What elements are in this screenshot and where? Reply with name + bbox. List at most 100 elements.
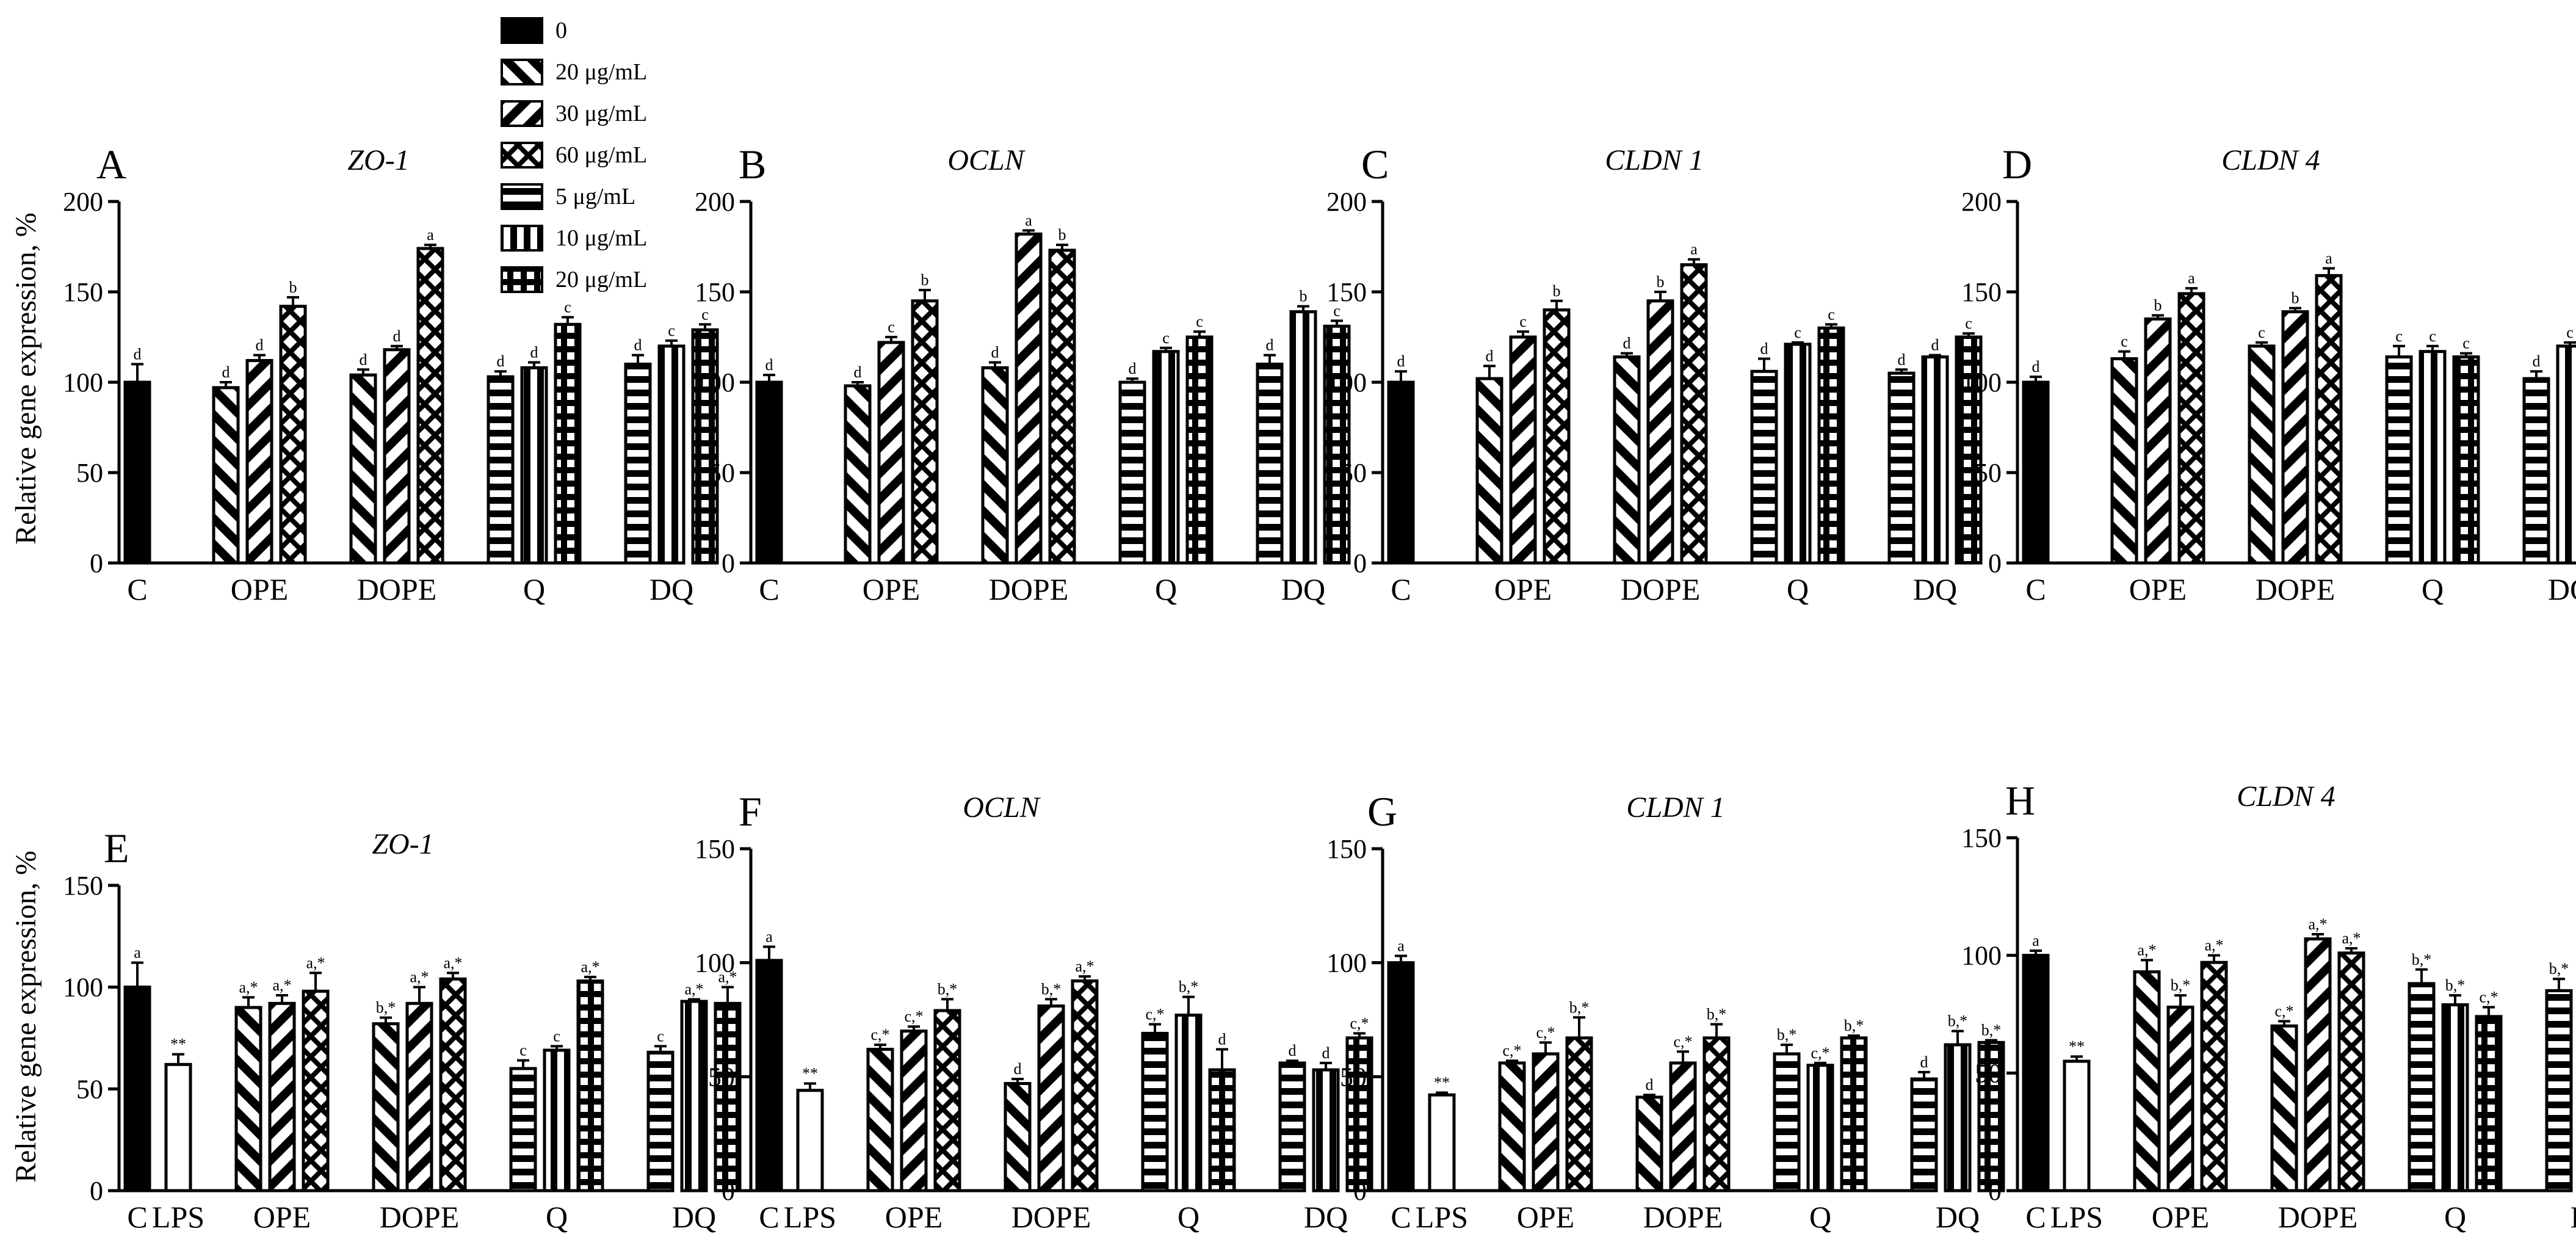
significance-label: b,*	[1844, 1017, 1864, 1034]
x-group-label: DQ	[649, 572, 693, 606]
y-tick-label: 0	[722, 548, 735, 578]
bar	[1565, 1036, 1593, 1192]
significance-label: a,*	[443, 954, 462, 971]
significance-label: a,*	[2308, 915, 2327, 933]
significance-label: a,*	[718, 968, 737, 986]
bar	[2452, 355, 2480, 565]
significance-label: b,*	[2445, 976, 2466, 994]
x-group-label: C	[759, 1200, 779, 1234]
bar	[1944, 1043, 1972, 1192]
significance-label: a	[2188, 269, 2195, 287]
panel-title: CLDN 1	[1605, 144, 1703, 176]
significance-label: c,*	[1350, 1014, 1369, 1032]
bar	[2281, 310, 2309, 565]
bar	[1680, 263, 1708, 565]
significance-label: c,*	[1811, 1044, 1829, 1062]
bar	[911, 299, 939, 565]
significance-label: b	[2154, 296, 2162, 314]
significance-label: a	[2325, 250, 2332, 267]
bar	[2110, 357, 2138, 565]
significance-label: a,*	[684, 981, 703, 998]
panel-letter: C	[1361, 141, 1389, 187]
significance-label: d	[530, 343, 538, 361]
x-group-label: C	[2025, 572, 2046, 606]
significance-label: b	[2292, 289, 2299, 307]
y-axis-label-bottom: Relative gene expression, %	[10, 851, 42, 1183]
x-group-label: DQ	[2571, 1200, 2576, 1234]
legend-swatch-1	[501, 59, 543, 85]
significance-label: b,*	[1981, 1022, 2002, 1039]
bar	[1004, 1082, 1032, 1192]
bar	[796, 1089, 824, 1192]
x-group-label: DOPE	[2256, 572, 2335, 606]
significance-label: d	[991, 343, 999, 361]
x-group-label: DOPE	[1621, 572, 1701, 606]
significance-label: b,*	[1948, 1012, 1968, 1030]
bar	[1428, 1093, 1456, 1192]
significance-label: a,*	[239, 978, 258, 996]
significance-label: c	[1196, 313, 1203, 330]
y-tick-label: 150	[63, 871, 103, 901]
significance-label: d	[497, 352, 505, 370]
bar	[755, 380, 783, 565]
significance-label: c	[2258, 324, 2265, 341]
bar	[2270, 1024, 2298, 1192]
bar	[755, 959, 783, 1192]
bar	[1921, 355, 1949, 565]
significance-label: a,*	[306, 954, 325, 971]
y-tick-label: 0	[1988, 1176, 2002, 1206]
bar	[1256, 362, 1284, 565]
bar	[981, 366, 1009, 565]
y-tick-label: 50	[1340, 1062, 1367, 1092]
legend-swatch-0	[501, 17, 543, 44]
bar	[657, 344, 686, 565]
x-group-label: DOPE	[1011, 1200, 1091, 1234]
y-tick-label: 100	[63, 368, 103, 397]
bar	[372, 1022, 400, 1192]
y-tick-label: 100	[1326, 368, 1367, 397]
x-group-label: C	[1391, 572, 1411, 606]
significance-label: c	[2462, 335, 2470, 352]
panel-H: H CLDN 4 0 50 100 150 a C ** LPS a,* b,* a,* OPE c,* a,…	[1961, 777, 2576, 1234]
significance-label: a	[765, 928, 773, 946]
bar	[900, 1029, 928, 1192]
significance-label: c	[1965, 314, 1972, 332]
significance-label: b	[289, 278, 297, 296]
significance-label: c,*	[2479, 988, 2498, 1006]
significance-label: d	[360, 350, 367, 368]
panel-A: A ZO-1 0 50 100 150 200 d Cd d b OPE d d a DOPE d d c Qd c c D…	[63, 141, 719, 606]
x-group-label: LPS	[1416, 1200, 1468, 1234]
significance-label: a	[1690, 241, 1698, 258]
bar	[543, 1048, 571, 1192]
legend-swatch-5	[501, 225, 543, 252]
y-tick-label: 50	[708, 1062, 735, 1092]
y-tick-label: 0	[1988, 548, 2002, 578]
bar	[1289, 310, 1317, 565]
bar	[646, 1050, 675, 1192]
legend-label-5: 10 μg/mL	[555, 225, 647, 251]
bar	[268, 1001, 296, 1192]
significance-label: b,*	[2171, 976, 2191, 994]
bar	[1312, 1068, 1340, 1192]
significance-label: c	[701, 305, 709, 323]
significance-label: c,*	[1673, 1033, 1692, 1050]
panel-title: OCLN	[947, 144, 1026, 176]
y-tick-label: 100	[1961, 368, 2002, 397]
x-group-label: OPE	[1517, 1200, 1574, 1234]
legend-swatch-6	[501, 266, 543, 293]
x-group-label: C	[759, 572, 779, 606]
significance-label: d	[634, 336, 642, 354]
panel-letter: A	[96, 141, 126, 187]
x-group-label: LPS	[2050, 1200, 2103, 1234]
bar	[691, 328, 719, 565]
significance-label: d	[1486, 347, 1494, 365]
panel-title: ZO-1	[347, 144, 409, 176]
bar	[2200, 960, 2228, 1192]
significance-label: a,*	[2342, 929, 2361, 947]
significance-label: d	[1898, 350, 1906, 368]
bar	[1806, 1064, 1834, 1192]
x-group-label: OPE	[885, 1200, 942, 1234]
y-tick-label: 150	[1961, 823, 2002, 853]
bar	[844, 384, 872, 565]
panel-G: G CLDN 1 0 50 100 150 a C ** LPS c,* c,* b,* OPE d c,* b…	[1326, 788, 2005, 1234]
